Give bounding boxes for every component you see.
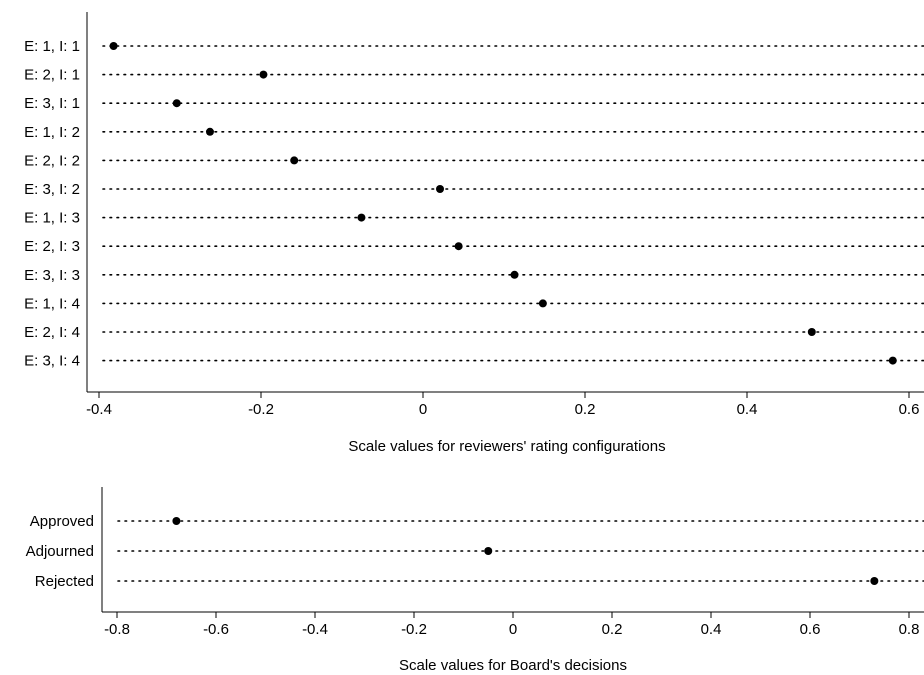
x-tick-label: 0 xyxy=(509,621,517,638)
data-point xyxy=(436,185,445,193)
x-tick-label: -0.4 xyxy=(86,401,112,418)
x-tick-label: 0.2 xyxy=(575,401,596,418)
data-point xyxy=(454,242,463,251)
board-decisions-panel: -0.8 -0.6 -0.4 -0.2 0 0.2 0.4 0.6 0.8 Scale value… xyxy=(26,487,924,674)
category-label: E: 2, I: 1 xyxy=(24,67,80,84)
data-point xyxy=(807,328,816,336)
data-point xyxy=(259,70,268,79)
category-label: E: 2, I: 2 xyxy=(24,152,80,169)
data-point xyxy=(870,577,879,585)
data-point xyxy=(290,156,299,165)
data-point xyxy=(205,127,214,136)
x-tick-label: -0.8 xyxy=(104,621,130,638)
data-point xyxy=(172,517,181,525)
x-tick-label: 0 xyxy=(419,401,427,418)
reviewers-rating-panel: -0.4 -0.2 0 0.2 0.4 0.6 Scale values for revie… xyxy=(24,12,924,455)
data-point xyxy=(172,99,181,108)
category-label: E: 1, I: 4 xyxy=(24,295,80,312)
x-tick-label: 0.2 xyxy=(602,621,623,638)
data-point xyxy=(510,270,519,279)
category-label: E: 2, I: 3 xyxy=(24,238,80,255)
x-tick-label: 0.6 xyxy=(899,401,920,418)
category-label: Approved xyxy=(30,513,94,530)
x-tick-label: -0.4 xyxy=(302,621,328,638)
x-tick-label: 0.8 xyxy=(899,621,920,638)
x-tick-label: 0.4 xyxy=(701,621,722,638)
x-tick-label: -0.2 xyxy=(401,621,427,638)
category-label: Adjourned xyxy=(26,543,94,560)
data-point xyxy=(888,356,897,365)
category-label: E: 3, I: 1 xyxy=(24,95,80,112)
data-point xyxy=(357,213,366,222)
x-tick-label: -0.2 xyxy=(248,401,274,418)
data-point xyxy=(109,42,118,50)
category-label: E: 1, I: 1 xyxy=(24,38,80,55)
x-tick-label: 0.6 xyxy=(800,621,821,638)
category-label: E: 1, I: 2 xyxy=(24,124,80,141)
x-tick-label: -0.6 xyxy=(203,621,229,638)
x-axis-title: Scale values for reviewers' rating confi… xyxy=(348,438,665,455)
category-label: E: 2, I: 4 xyxy=(24,324,80,341)
category-label: E: 3, I: 3 xyxy=(24,267,80,284)
data-point xyxy=(538,299,547,308)
data-point xyxy=(484,547,493,555)
category-label: Rejected xyxy=(35,573,94,590)
category-label: E: 3, I: 2 xyxy=(24,181,80,198)
category-label: E: 3, I: 4 xyxy=(24,353,80,370)
category-label: E: 1, I: 3 xyxy=(24,210,80,227)
x-tick-label: 0.4 xyxy=(737,401,758,418)
x-axis-title: Scale values for Board's decisions xyxy=(399,657,627,674)
